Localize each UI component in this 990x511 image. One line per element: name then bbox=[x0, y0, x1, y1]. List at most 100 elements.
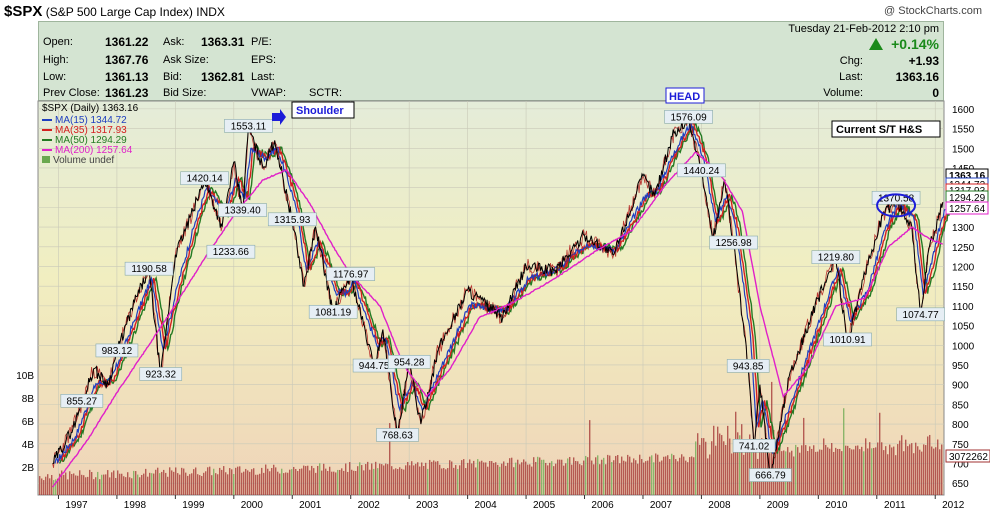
volume-bar bbox=[425, 462, 427, 495]
volume-bar bbox=[437, 461, 439, 495]
volume-bar bbox=[725, 444, 727, 495]
volume-bar bbox=[627, 454, 629, 495]
volume-bar bbox=[889, 444, 891, 495]
volume-bar bbox=[129, 477, 131, 495]
change-label: Chg: bbox=[839, 55, 863, 67]
volume-bar bbox=[459, 465, 461, 495]
price-tick-label: 750 bbox=[952, 440, 969, 451]
price-label: 741.02 bbox=[732, 439, 776, 453]
volume-bar bbox=[59, 473, 61, 495]
volume-bar bbox=[629, 456, 631, 495]
volume-bar bbox=[229, 468, 231, 495]
volume-bar bbox=[941, 444, 943, 495]
last-value-tag-box bbox=[945, 201, 989, 215]
price-label-box bbox=[823, 332, 872, 347]
volume-bar bbox=[329, 466, 331, 495]
volume-bar bbox=[363, 470, 365, 495]
volume-bar bbox=[685, 460, 687, 495]
volume-bar bbox=[719, 433, 721, 495]
volume-bar bbox=[761, 438, 763, 495]
volume-bar bbox=[517, 459, 519, 495]
volume-bar bbox=[633, 458, 635, 495]
volume-bar bbox=[881, 442, 883, 495]
volume-bar bbox=[471, 463, 473, 495]
x-tick-label: 2010 bbox=[825, 500, 848, 511]
volume-bar bbox=[561, 459, 563, 495]
current-label: Current S/T H&S bbox=[836, 124, 922, 136]
volume-bar bbox=[93, 479, 95, 495]
volume-tick-label: 4B bbox=[22, 440, 35, 451]
volume-bar bbox=[195, 467, 197, 495]
volume-tick-label: 2B bbox=[22, 463, 35, 474]
ma35-line bbox=[56, 119, 949, 464]
volume-bar bbox=[61, 470, 63, 495]
volume-bar bbox=[905, 439, 907, 495]
volume-bar bbox=[587, 457, 589, 495]
volume-bar bbox=[215, 473, 217, 495]
volume-bar bbox=[281, 468, 283, 495]
volume-bar bbox=[605, 464, 607, 495]
volume-bar bbox=[613, 460, 615, 495]
shoulder-annotation: Shoulder bbox=[272, 101, 355, 125]
price-label: 1576.09 bbox=[664, 110, 713, 124]
x-tick-label: 2008 bbox=[708, 500, 731, 511]
volume-bar bbox=[341, 468, 343, 495]
price-label-text: 768.63 bbox=[382, 430, 413, 441]
volume-bar bbox=[897, 444, 899, 495]
volume-bar bbox=[931, 446, 933, 495]
volume-bar bbox=[573, 457, 575, 495]
head-annotation: HEAD bbox=[665, 87, 705, 104]
volume-bar bbox=[705, 441, 707, 495]
volume-bar bbox=[325, 468, 327, 495]
price-label-box bbox=[732, 439, 776, 453]
volume-bar bbox=[727, 425, 729, 495]
volume-bar bbox=[697, 433, 699, 495]
volume-bar bbox=[239, 466, 241, 495]
volume-bar bbox=[451, 461, 453, 495]
volume-bar bbox=[333, 471, 335, 495]
price-labels: 983.12 855.27 1190.58 923.32 1420.14 1233.66 1… bbox=[60, 110, 945, 482]
volume-bar bbox=[801, 445, 803, 495]
volume-bar bbox=[515, 462, 517, 495]
volume-bar bbox=[729, 438, 731, 495]
volume-bar bbox=[117, 470, 119, 495]
volume-bar bbox=[407, 462, 409, 495]
volume-bar bbox=[309, 470, 311, 495]
volume-bar bbox=[421, 462, 423, 495]
volume-bar bbox=[537, 456, 539, 495]
price-tick-label: 1550 bbox=[952, 125, 975, 136]
volume-bar bbox=[297, 471, 299, 495]
volume-bar bbox=[255, 474, 257, 495]
legend-ma50: MA(50) 1294.29 bbox=[55, 135, 127, 146]
volume-bar bbox=[101, 474, 103, 495]
volume-bar bbox=[637, 463, 639, 495]
volume-bar bbox=[867, 448, 869, 495]
volume-bar bbox=[461, 460, 463, 495]
price-label-box bbox=[308, 304, 358, 319]
volume-bar bbox=[599, 464, 601, 495]
volume-bar bbox=[859, 449, 861, 495]
price-label-text: 1233.66 bbox=[213, 247, 250, 258]
volume-bar bbox=[885, 446, 887, 495]
price-label-text: 1339.40 bbox=[225, 206, 262, 217]
volume-bar bbox=[819, 449, 821, 495]
volume-bar bbox=[667, 455, 669, 495]
price-label-box bbox=[811, 250, 861, 264]
volume-bar bbox=[871, 448, 873, 495]
volume-bar bbox=[219, 467, 221, 495]
volume-bar bbox=[699, 444, 701, 495]
price-label: 855.27 bbox=[60, 394, 104, 408]
price-label-box bbox=[871, 190, 921, 205]
volume-bar bbox=[473, 460, 475, 495]
volume-bar bbox=[751, 440, 753, 495]
volume-bar bbox=[857, 445, 859, 495]
price-tick-label: 1100 bbox=[952, 302, 974, 313]
volume-bar bbox=[799, 452, 801, 495]
volume-bar bbox=[831, 443, 833, 495]
volume-bar bbox=[677, 461, 679, 495]
volume-bar bbox=[665, 456, 667, 495]
volume-bar bbox=[397, 469, 399, 495]
volume-bar bbox=[501, 463, 503, 495]
volume-bar bbox=[57, 478, 59, 495]
volume-bar bbox=[241, 472, 243, 495]
